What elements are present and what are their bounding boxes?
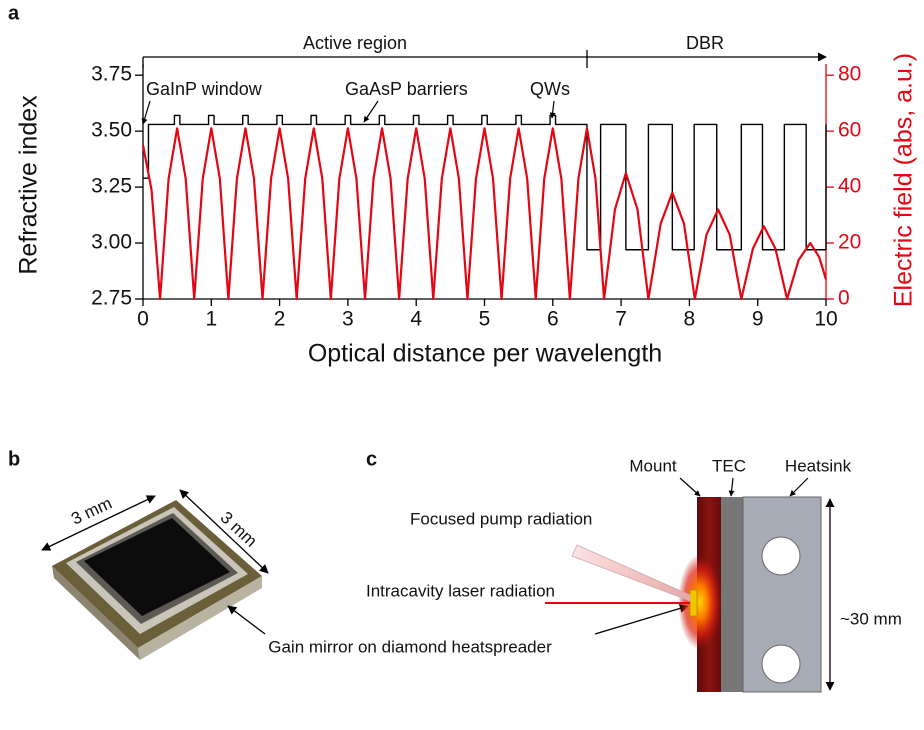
annotation-arrow bbox=[141, 100, 151, 125]
region-label: DBR bbox=[686, 33, 724, 53]
pump-beam bbox=[571, 544, 691, 602]
beam-label: Focused pump radiation bbox=[410, 509, 592, 528]
series-line bbox=[141, 127, 828, 301]
tec bbox=[721, 497, 743, 692]
layer-label: Mount bbox=[629, 456, 677, 475]
size-label: ~30 mm bbox=[840, 609, 902, 628]
annotation: GaInP window bbox=[146, 79, 263, 99]
y-tick-label: 2.75 bbox=[91, 287, 132, 310]
panel-label: b bbox=[8, 448, 20, 470]
y2-axis-label: Electric field (abs, a.u.) bbox=[890, 53, 918, 307]
chart-a: a Active region DBR GaInP window GaAsP b… bbox=[8, 2, 918, 367]
y2-tick-label: 40 bbox=[838, 175, 861, 198]
dimension-arrow bbox=[41, 495, 156, 551]
layer-arrow bbox=[679, 477, 701, 497]
y-tick-label: 3.75 bbox=[91, 63, 132, 86]
caption-arrow bbox=[227, 605, 266, 635]
panel-label: c bbox=[366, 448, 377, 470]
y2-tick-label: 60 bbox=[838, 119, 861, 142]
x-axis-label: Optical distance per wavelength bbox=[308, 340, 662, 368]
dimension-label: 3 mm bbox=[68, 493, 115, 528]
x-tick-label: 1 bbox=[205, 308, 217, 331]
chip-edge bbox=[138, 576, 262, 660]
x-tick-label: 4 bbox=[410, 308, 422, 331]
layer-arrow bbox=[789, 477, 809, 497]
x-tick-label: 3 bbox=[342, 308, 354, 331]
annotation: QWs bbox=[530, 79, 570, 99]
panel-label: a bbox=[8, 2, 20, 24]
x-tick-label: 9 bbox=[752, 308, 764, 331]
x-tick-label: 2 bbox=[274, 308, 286, 331]
caption: Gain mirror on diamond heatspreader bbox=[268, 637, 552, 656]
laser-spot-glow bbox=[678, 554, 722, 650]
heatsink-hole bbox=[761, 536, 801, 576]
caption-arrow bbox=[594, 604, 689, 635]
x-tick-label: 6 bbox=[547, 308, 559, 331]
layer-label: Heatsink bbox=[785, 456, 852, 475]
y-axis-label: Refractive index bbox=[15, 95, 43, 275]
chip-edge bbox=[52, 566, 140, 660]
panel-c: c Focused pump radiation Intracavity las… bbox=[366, 448, 902, 693]
heatsink-hole bbox=[761, 644, 801, 684]
series-line bbox=[143, 114, 827, 251]
annotation-arrow bbox=[363, 100, 379, 123]
y-tick-label: 3.00 bbox=[91, 231, 132, 254]
x-tick-label: 0 bbox=[137, 308, 149, 331]
y2-tick-label: 20 bbox=[838, 231, 861, 254]
x-tick-label: 7 bbox=[615, 308, 627, 331]
layer-label: TEC bbox=[712, 456, 746, 475]
y-tick-label: 3.50 bbox=[91, 119, 132, 142]
x-tick-label: 8 bbox=[684, 308, 696, 331]
x-tick-label: 10 bbox=[814, 308, 837, 331]
dimension-arrow bbox=[179, 489, 269, 574]
y2-tick-label: 80 bbox=[838, 63, 861, 86]
layer-arrow bbox=[728, 477, 735, 497]
gain-mirror bbox=[689, 589, 698, 617]
region-label: Active region bbox=[303, 33, 407, 53]
y-tick-label: 3.25 bbox=[91, 175, 132, 198]
beam-label: Intracavity laser radiation bbox=[366, 581, 555, 600]
y2-tick-label: 0 bbox=[838, 287, 850, 310]
annotation: GaAsP barriers bbox=[345, 79, 468, 99]
x-tick-label: 5 bbox=[479, 308, 491, 331]
